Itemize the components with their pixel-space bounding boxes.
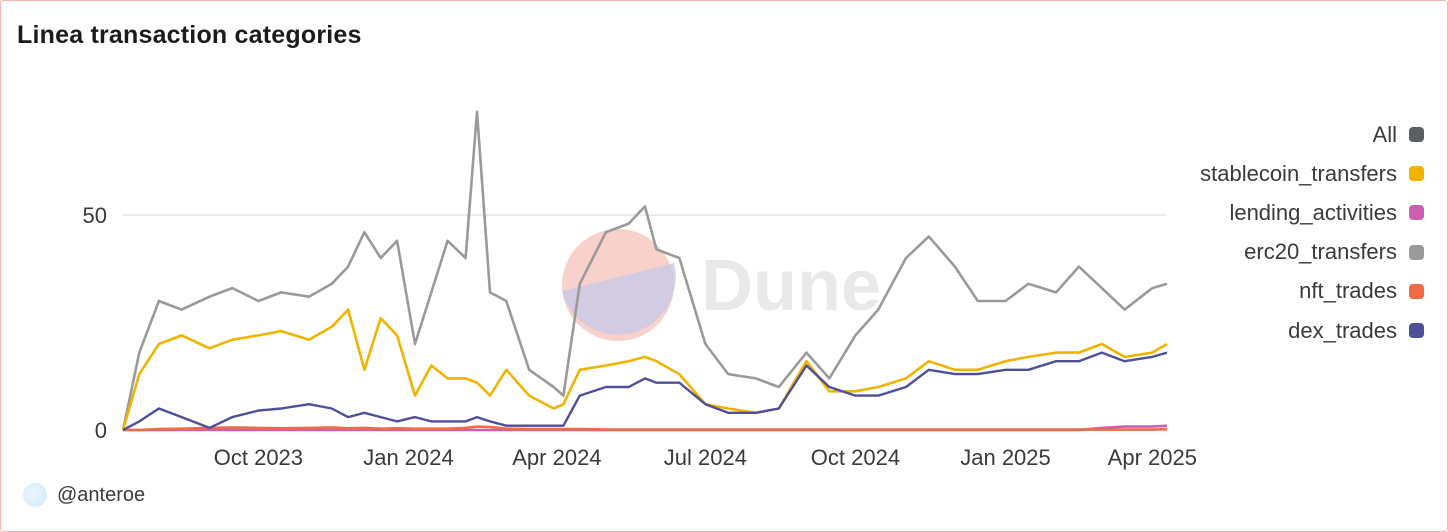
legend-swatch bbox=[1409, 283, 1424, 299]
x-tick-label: Oct 2023 bbox=[214, 445, 303, 470]
watermark-logo-bottom bbox=[562, 263, 676, 335]
legend-swatch bbox=[1409, 244, 1424, 260]
legend-swatch bbox=[1409, 205, 1424, 221]
legend-label: dex_trades bbox=[1288, 317, 1397, 343]
legend-item-lending-activities[interactable]: lending_activities bbox=[1144, 193, 1424, 232]
legend-label: stablecoin_transfers bbox=[1200, 160, 1397, 186]
legend: All stablecoin_transfers lending_activitie… bbox=[1144, 115, 1424, 350]
y-tick-label: 0 bbox=[95, 418, 107, 443]
legend-item-stablecoin-transfers[interactable]: stablecoin_transfers bbox=[1144, 154, 1424, 193]
legend-swatch bbox=[1409, 127, 1424, 143]
legend-label: nft_trades bbox=[1299, 278, 1397, 304]
legend-label: erc20_transfers bbox=[1244, 239, 1397, 265]
dune-watermark: Dune bbox=[562, 229, 881, 341]
series-line-dex-trades bbox=[122, 351, 1168, 432]
author-avatar bbox=[23, 483, 47, 507]
x-tick-label: Jan 2024 bbox=[363, 445, 454, 470]
x-tick-label: Apr 2024 bbox=[512, 445, 601, 470]
legend-label: lending_activities bbox=[1229, 199, 1397, 225]
x-tick-label: Jan 2025 bbox=[960, 445, 1051, 470]
legend-label: All bbox=[1372, 121, 1397, 147]
series-layer bbox=[121, 110, 1168, 432]
author-name: @anteroe bbox=[57, 483, 146, 506]
legend-item-dex-trades[interactable]: dex_trades bbox=[1144, 311, 1424, 350]
axis-layer: 0 50 Oct 2023 Jan 2024 Apr 2024 Jul 2024 Oct 2… bbox=[83, 203, 1197, 470]
chart-title: Linea transaction categories bbox=[17, 21, 362, 49]
series-line-nft-trades bbox=[123, 425, 1168, 432]
legend-swatch bbox=[1409, 166, 1424, 182]
legend-swatch bbox=[1409, 323, 1424, 339]
legend-item-All[interactable]: All bbox=[1144, 115, 1424, 154]
x-tick-label: Apr 2025 bbox=[1108, 445, 1197, 470]
x-tick-label: Jul 2024 bbox=[664, 445, 747, 470]
legend-item-nft-trades[interactable]: nft_trades bbox=[1144, 272, 1424, 311]
y-tick-label: 50 bbox=[83, 203, 107, 228]
legend-item-erc20-transfers[interactable]: erc20_transfers bbox=[1144, 233, 1424, 272]
x-tick-label: Oct 2024 bbox=[811, 445, 900, 470]
watermark-text: Dune bbox=[701, 246, 881, 326]
author-footer: @anteroe bbox=[23, 483, 145, 507]
series-line-erc20-transfers bbox=[121, 110, 1168, 431]
series-line-stablecoin-transfers bbox=[121, 308, 1168, 431]
